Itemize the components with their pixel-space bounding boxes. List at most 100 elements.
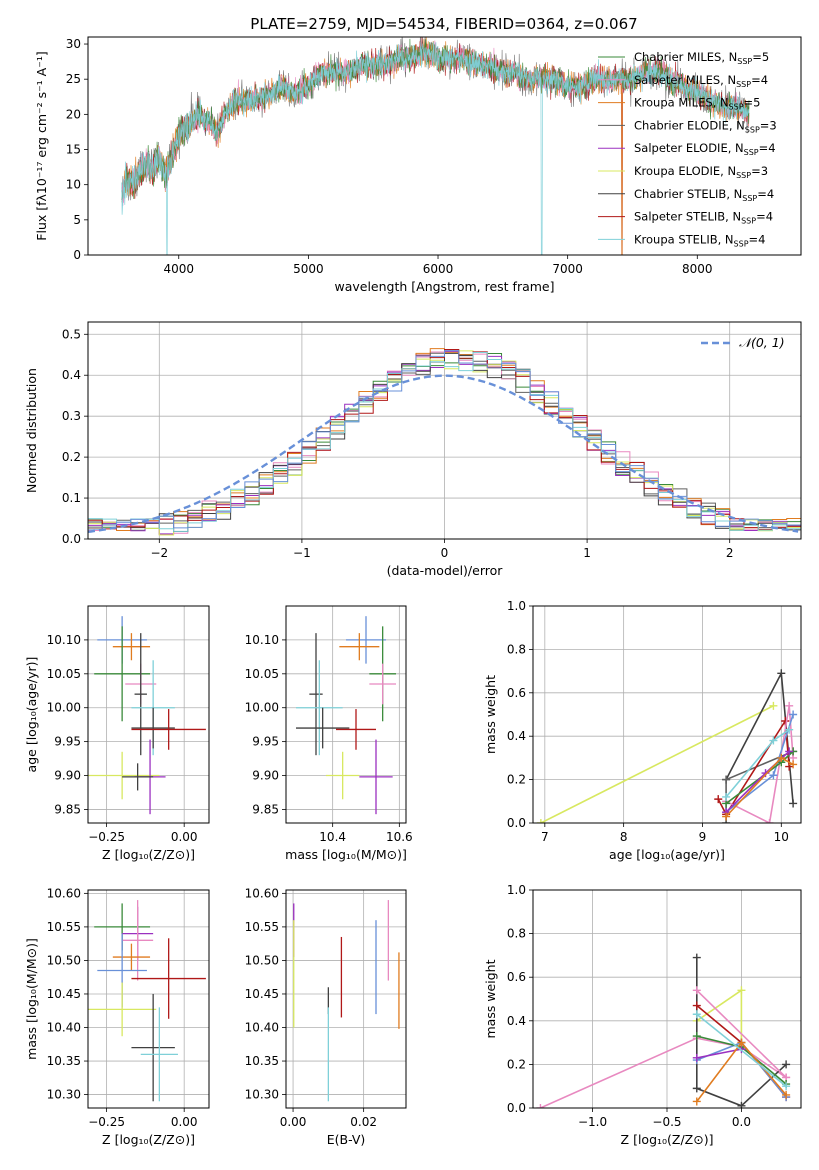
y-tick-label: 0.0 xyxy=(507,816,526,830)
data-point xyxy=(296,707,350,749)
x-axis-label: wavelength [Angstrom, rest frame] xyxy=(334,279,554,294)
axes-age_vs_Z: −0.25 0.00 9.85 9.90 9.95 10.00 10.05 10.10 Z [l… xyxy=(24,605,210,862)
data-point xyxy=(339,633,380,661)
weight-marker xyxy=(789,760,798,769)
y-tick-label: 10.10 xyxy=(245,633,279,647)
legend-sub: SSP xyxy=(742,194,757,203)
weight-line xyxy=(696,1013,787,1087)
data-point xyxy=(359,739,393,815)
y-tick-label: 0.0 xyxy=(507,1101,526,1115)
data-point xyxy=(94,626,151,722)
legend-text: Salpeter STELIB, N xyxy=(634,210,741,224)
weight-marker xyxy=(737,1101,746,1108)
legend-suffix: =3 xyxy=(760,118,777,132)
plot-area xyxy=(536,669,798,823)
y-tick-label: 10.40 xyxy=(245,1021,279,1035)
legend-sub: SSP xyxy=(737,57,752,66)
x-tick-label: −2 xyxy=(150,546,168,560)
axes-frame xyxy=(87,889,210,1109)
axes-mass_vs_ebv: 0.00 0.02 10.30 10.35 10.40 10.45 10.50 10.55 10… xyxy=(245,886,407,1147)
data-point xyxy=(296,660,343,756)
y-tick-label: 9.90 xyxy=(54,769,81,783)
axes-frame xyxy=(532,605,802,824)
axes-frame xyxy=(285,605,407,824)
y-tick-label: 1.0 xyxy=(507,599,526,613)
normal-curve xyxy=(88,374,799,533)
y-tick-label: 0.4 xyxy=(62,368,81,382)
legend-suffix: =4 xyxy=(757,187,774,201)
y-tick-label: 10.10 xyxy=(47,633,81,647)
y-tick-label: 9.85 xyxy=(54,802,81,816)
weight-line xyxy=(725,756,794,818)
x-axis-label: Z [log₁₀(Z/Z⊙)] xyxy=(621,1132,714,1147)
weight-marker xyxy=(785,701,794,710)
axes-frame xyxy=(87,321,802,540)
weight-marker xyxy=(782,1060,791,1069)
x-tick-label: 10 xyxy=(774,830,789,844)
figure-title: PLATE=2759, MJD=54534, FIBERID=0364, z=0… xyxy=(250,15,637,33)
x-axis-label: (data-model)/error xyxy=(387,563,504,578)
y-tick-label: 0.6 xyxy=(507,970,526,984)
legend-text: Salpeter ELODIE, N xyxy=(634,141,744,155)
weight-marker xyxy=(692,1001,701,1010)
y-tick-label: 10.50 xyxy=(47,953,81,967)
x-tick-label: 0.0 xyxy=(732,1115,751,1129)
data-point xyxy=(326,751,360,800)
weight-line xyxy=(717,718,790,816)
weight-line xyxy=(540,705,774,823)
weight-marker xyxy=(769,701,778,710)
y-tick-label: 0.5 xyxy=(62,327,81,341)
data-point xyxy=(122,900,154,981)
legend-label: Kroupa STELIB, NSSP=4 xyxy=(634,232,765,248)
axes-frame xyxy=(87,605,210,824)
data-point xyxy=(131,709,206,750)
weight-marker xyxy=(722,812,731,821)
y-tick-label: 9.90 xyxy=(252,769,279,783)
legend-text: Chabrier STELIB, N xyxy=(634,187,742,201)
x-tick-label: 8 xyxy=(620,830,628,844)
legend-text: Chabrier MILES, N xyxy=(634,50,737,64)
legend-label: Salpeter STELIB, NSSP=4 xyxy=(634,210,773,226)
weight-line xyxy=(696,957,787,1107)
legend-label: Chabrier STELIB, NSSP=4 xyxy=(634,187,774,203)
weight-marker xyxy=(722,792,731,801)
plot-area xyxy=(88,348,801,539)
y-tick-label: 0.2 xyxy=(507,773,526,787)
data-point xyxy=(122,763,154,791)
y-axis-label: Normed distribution xyxy=(24,368,39,493)
y-tick-label: 0.8 xyxy=(507,642,526,656)
y-tick-label: 10.45 xyxy=(47,987,81,1001)
y-tick-label: 30 xyxy=(66,37,81,51)
y-tick-label: 9.85 xyxy=(252,802,279,816)
legend-suffix: =4 xyxy=(751,73,768,87)
x-tick-label: 0 xyxy=(441,546,449,560)
legend-sub: SSP xyxy=(734,239,749,248)
axes-residuals: −2 −1 0 1 2 0.0 0.1 0.2 0.3 0.4 0.5 (data-model)/er… xyxy=(24,321,802,578)
y-tick-label: 10.35 xyxy=(47,1054,81,1068)
legend-suffix: =4 xyxy=(749,232,766,246)
legend-text: Kroupa MILES, N xyxy=(634,96,729,110)
x-tick-label: 4000 xyxy=(163,262,194,276)
x-tick-label: 5000 xyxy=(293,262,324,276)
y-tick-label: 25 xyxy=(66,72,81,86)
y-tick-label: 5 xyxy=(73,213,81,227)
plot-area xyxy=(88,900,206,1102)
y-tick-label: 0 xyxy=(73,248,81,262)
x-tick-label: −1 xyxy=(293,546,311,560)
data-point xyxy=(309,633,323,756)
y-tick-label: 10 xyxy=(66,178,81,192)
legend-sub: SSP xyxy=(729,103,744,112)
y-tick-label: 10.45 xyxy=(245,987,279,1001)
axes-frame xyxy=(532,889,802,1109)
y-tick-label: 9.95 xyxy=(54,735,81,749)
y-tick-label: 0.3 xyxy=(62,409,81,423)
legend-sub: SSP xyxy=(741,217,756,226)
y-axis-label: Flux [fλ10⁻¹⁷ erg cm⁻² s⁻¹ A⁻¹] xyxy=(34,51,49,240)
weight-marker xyxy=(789,799,798,808)
x-axis-label: age [log₁₀(age/yr)] xyxy=(609,847,725,862)
y-tick-label: 10.05 xyxy=(47,667,81,681)
y-tick-label: 15 xyxy=(66,143,81,157)
weight-marker xyxy=(692,1010,701,1019)
legend-text: Salpeter MILES, N xyxy=(634,73,736,87)
